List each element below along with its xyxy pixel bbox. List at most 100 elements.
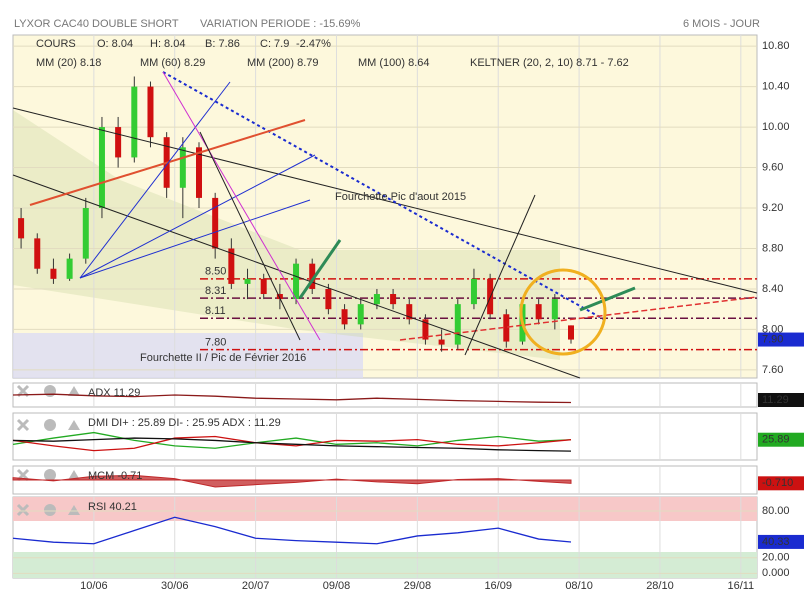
panel-marks: [12, 413, 742, 460]
last-value-box: [758, 432, 804, 447]
variation: VARIATION PERIODE : -15.69%: [200, 18, 361, 30]
line: [12, 435, 572, 452]
trend-line: [162, 71, 321, 341]
candle-body: [98, 127, 105, 209]
panel-marks: [12, 497, 757, 578]
up-icon[interactable]: [68, 505, 80, 515]
candle-body: [260, 278, 267, 295]
candle-body: [357, 304, 364, 325]
candle-body: [34, 238, 41, 269]
y-tick-label: 80.00: [762, 505, 790, 517]
trend-line: [12, 107, 758, 294]
panel-marks: [13, 35, 757, 378]
panel-title: ADX 11.29: [88, 387, 140, 399]
chart-title: LYXOR CAC40 DOUBLE SHORT: [14, 18, 179, 30]
last-value-box: [758, 393, 804, 407]
legend-entry: MM (60) 8.29: [140, 57, 205, 69]
candle-body: [18, 218, 25, 239]
y-tick-label: 20.00: [762, 552, 790, 564]
legend-entry: MM (20) 8.18: [36, 57, 101, 69]
x-tick-label: 16/09: [484, 580, 512, 592]
legend-entry: O: 8.04: [97, 38, 133, 50]
legend-entry: B: 7.86: [205, 38, 240, 50]
close-icon[interactable]: [16, 503, 30, 517]
legend-entry: H: 8.04: [150, 38, 185, 50]
candle-body: [276, 294, 283, 300]
panel-marks: [12, 383, 742, 407]
candle-body: [82, 208, 89, 259]
last-value-label: -0.710: [762, 477, 793, 489]
trend-line: [79, 81, 231, 279]
candle-body: [66, 258, 73, 279]
panel-title: DMI DI+ : 25.89 DI- : 25.95 ADX : 11.29: [88, 417, 281, 429]
y-tick-label: 10.80: [762, 40, 790, 52]
candle-body: [470, 278, 477, 305]
y-tick-label: 8.40: [762, 283, 783, 295]
last-value-box: [758, 476, 804, 491]
y-tick-label: 8.80: [762, 242, 783, 254]
legend-entry: C: 7.9: [260, 38, 289, 50]
trend-line: [79, 154, 316, 279]
y-tick-label: 0.000: [762, 567, 790, 579]
candle-body: [244, 278, 251, 284]
up-icon[interactable]: [68, 470, 80, 480]
period: 6 MOIS - JOUR: [683, 18, 760, 30]
y-tick-label: 9.60: [762, 161, 783, 173]
last-value-label: 25.89: [762, 434, 790, 446]
panel-title: RSI 40.21: [88, 501, 137, 513]
panel-marks: [12, 466, 742, 494]
trend-line: [29, 119, 306, 206]
legend-entry: KELTNER (20, 2, 10) 8.71 - 7.62: [470, 57, 629, 69]
arrow: [298, 239, 342, 299]
trend-line: [12, 174, 581, 379]
legend-entry: -2.47%: [296, 38, 331, 50]
trend-line: [399, 296, 758, 341]
last-value-label: 11.29: [762, 394, 789, 406]
settings-icon[interactable]: [44, 419, 56, 431]
x-tick-label: 30/06: [161, 580, 189, 592]
settings-icon[interactable]: [44, 469, 56, 481]
arrow: [579, 286, 636, 312]
dmi-panel: [12, 412, 758, 461]
settings-icon[interactable]: [44, 504, 56, 516]
level-label: 8.50: [205, 266, 226, 278]
area: [12, 474, 572, 488]
candle-body: [115, 127, 122, 158]
x-tick-label: 16/11: [727, 580, 754, 592]
candle-body: [406, 304, 413, 320]
rsi-oversold: [13, 552, 757, 578]
trend-line: [199, 131, 301, 341]
candle-body: [341, 309, 348, 325]
line: [12, 393, 572, 404]
level-label: 8.11: [205, 305, 226, 317]
annotation: Fourchette Pic d'aout 2015: [335, 191, 466, 203]
candle-body: [131, 86, 138, 158]
y-tick-label: 9.20: [762, 202, 783, 214]
trend-line: [162, 71, 606, 321]
candle-body: [196, 147, 202, 198]
trend-line: [79, 199, 311, 279]
candle-body: [454, 304, 461, 345]
legend-entry: MM (200) 8.79: [247, 57, 319, 69]
x-tick-label: 28/10: [646, 580, 674, 592]
level-label: 7.80: [205, 337, 226, 349]
settings-icon[interactable]: [44, 385, 56, 397]
line: [12, 437, 572, 452]
last-value-label: 40.33: [762, 536, 790, 548]
candle-body: [293, 263, 300, 300]
legend-entry: COURS: [36, 38, 76, 50]
candle-body: [325, 288, 332, 310]
line: [12, 431, 572, 449]
legend-entry: MM (100) 8.64: [358, 57, 430, 69]
x-tick-label: 20/07: [242, 580, 270, 592]
up-icon[interactable]: [68, 386, 80, 396]
candle-body: [212, 197, 219, 249]
y-tick-label: 8.00: [762, 323, 783, 335]
keltner-band: [13, 110, 560, 360]
candle-body: [568, 325, 574, 340]
close-icon[interactable]: [16, 418, 30, 432]
candle-body: [373, 294, 380, 305]
up-icon[interactable]: [68, 420, 80, 430]
trend-lines: [12, 71, 758, 379]
x-tick-label: 09/08: [323, 580, 351, 592]
